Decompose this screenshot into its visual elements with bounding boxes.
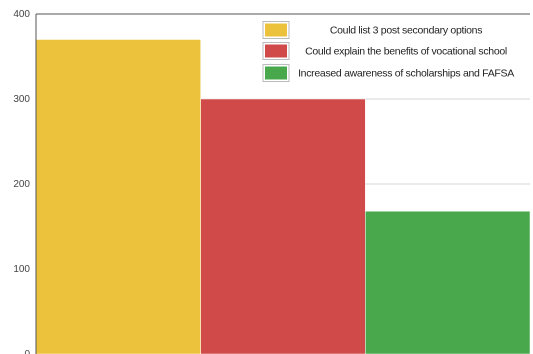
y-tick-label: 100 — [13, 264, 30, 275]
legend-label: Could explain the benefits of vocational… — [305, 46, 507, 58]
bar — [35, 39, 201, 354]
legend: Could list 3 post secondary options Could… — [262, 21, 515, 82]
legend-swatch — [265, 66, 287, 80]
legend-label: Increased awareness of scholarships and … — [298, 68, 514, 80]
legend-label: Could list 3 post secondary options — [330, 25, 482, 37]
y-tick-label: 200 — [13, 179, 30, 190]
legend-swatch — [265, 23, 287, 37]
legend-swatch — [265, 44, 287, 58]
y-tick-label: 0 — [24, 349, 30, 354]
y-tick-label: 300 — [13, 94, 30, 105]
bar — [200, 98, 366, 354]
y-axis-ticks: 0 100 200 300 400 — [13, 9, 30, 354]
y-tick-label: 400 — [13, 9, 30, 20]
bar — [365, 210, 531, 354]
bars — [35, 39, 531, 354]
